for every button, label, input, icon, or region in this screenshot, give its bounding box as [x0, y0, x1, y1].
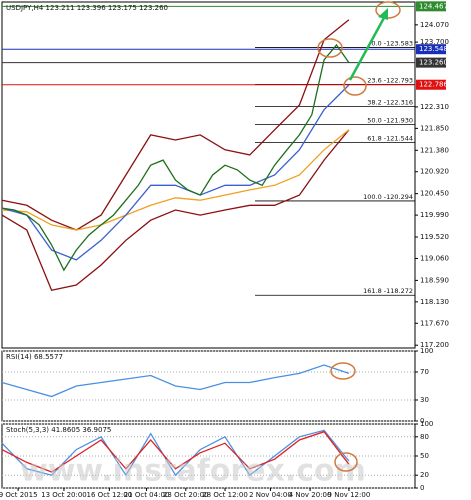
price-label: 124.467: [419, 2, 448, 10]
y-tick-label: 100: [420, 420, 433, 428]
y-tick-label: 80: [420, 433, 429, 441]
y-tick-label: 120.920: [420, 168, 449, 176]
y-tick-label: 0: [420, 417, 424, 425]
x-tick-label: 9 Nov 12:00: [328, 491, 371, 499]
price-label: 123.260: [419, 59, 448, 67]
circle: [317, 38, 343, 58]
price-label-box: [416, 1, 446, 12]
fib-label: 38.2 -122.316: [367, 99, 413, 107]
y-tick-label: 118.130: [420, 298, 449, 306]
x-tick-label: 9 Oct 2015: [0, 491, 38, 499]
arrow-head: [378, 8, 388, 20]
series-line: [1, 129, 350, 291]
fib-label: 100.0 -120.294: [363, 193, 413, 201]
x-tick-label: 4 Nov 20:00: [289, 491, 332, 499]
y-tick-label: 122.310: [420, 103, 449, 111]
circle: [330, 362, 356, 380]
y-tick-label: 70: [420, 368, 429, 376]
y-tick-label: 119.060: [420, 254, 449, 262]
x-tick-label: 28 Oct 12:00: [202, 491, 248, 499]
y-tick-label: 50: [420, 452, 429, 460]
panel: [1, 1, 416, 349]
y-tick-label: 20: [420, 471, 429, 479]
x-tick-label: 23 Oct 20:00: [163, 491, 209, 499]
fib-label: 0.0 -123.583: [371, 40, 413, 48]
fib-label: 23.6 -122.793: [367, 76, 413, 84]
circle: [334, 452, 358, 472]
y-tick-label: 123.700: [420, 38, 449, 46]
price-label-box: [416, 79, 446, 90]
x-tick-label: 13 Oct 20:00: [41, 491, 87, 499]
price-label-box: [416, 57, 446, 68]
series-line: [1, 430, 350, 473]
series-line: [1, 43, 350, 272]
y-tick-label: 30: [420, 396, 429, 404]
series-line: [1, 364, 350, 398]
arrow: [348, 15, 387, 81]
panel: [1, 350, 416, 422]
price-label: 123.548: [419, 45, 448, 53]
y-tick-label: 117.200: [420, 341, 449, 349]
y-tick-label: 117.670: [420, 319, 449, 327]
circle: [343, 76, 367, 96]
x-tick-label: 2 Nov 04:00: [249, 491, 292, 499]
y-tick-label: 119.990: [420, 211, 449, 219]
fib-label: 50.0 -121.930: [367, 117, 413, 125]
x-tick-label: 21 Oct 04:00: [124, 491, 170, 499]
fib-label: 61.8 -121.544: [367, 135, 413, 143]
y-tick-label: 118.590: [420, 276, 449, 284]
y-tick-label: 120.450: [420, 190, 449, 198]
series-line: [1, 129, 350, 231]
y-tick-label: 0: [420, 484, 424, 492]
series-line: [1, 84, 350, 261]
x-tick-label: 16 Oct 12:00: [87, 491, 133, 499]
price-label: 122.786: [419, 81, 448, 89]
series-line: [1, 19, 350, 231]
fib-label: 161.8 -118.272: [363, 287, 413, 295]
y-tick-label: 100: [420, 347, 433, 355]
y-tick-label: 119.520: [420, 233, 449, 241]
price-label-box: [416, 44, 446, 55]
watermark: www.instaforex.com: [20, 454, 366, 489]
panel-title: USDJPY,H4 123.211 123.396 123.175 123.26…: [6, 4, 168, 12]
y-tick-label: 124.070: [420, 21, 449, 29]
panel-title: RSI(14) 68.5577: [6, 353, 63, 361]
y-tick-label: 121.850: [420, 124, 449, 132]
y-tick-label: 121.380: [420, 146, 449, 154]
annotations: [317, 1, 401, 472]
panel-title: Stoch(5,3,3) 41.8605 36.9075: [6, 426, 111, 434]
